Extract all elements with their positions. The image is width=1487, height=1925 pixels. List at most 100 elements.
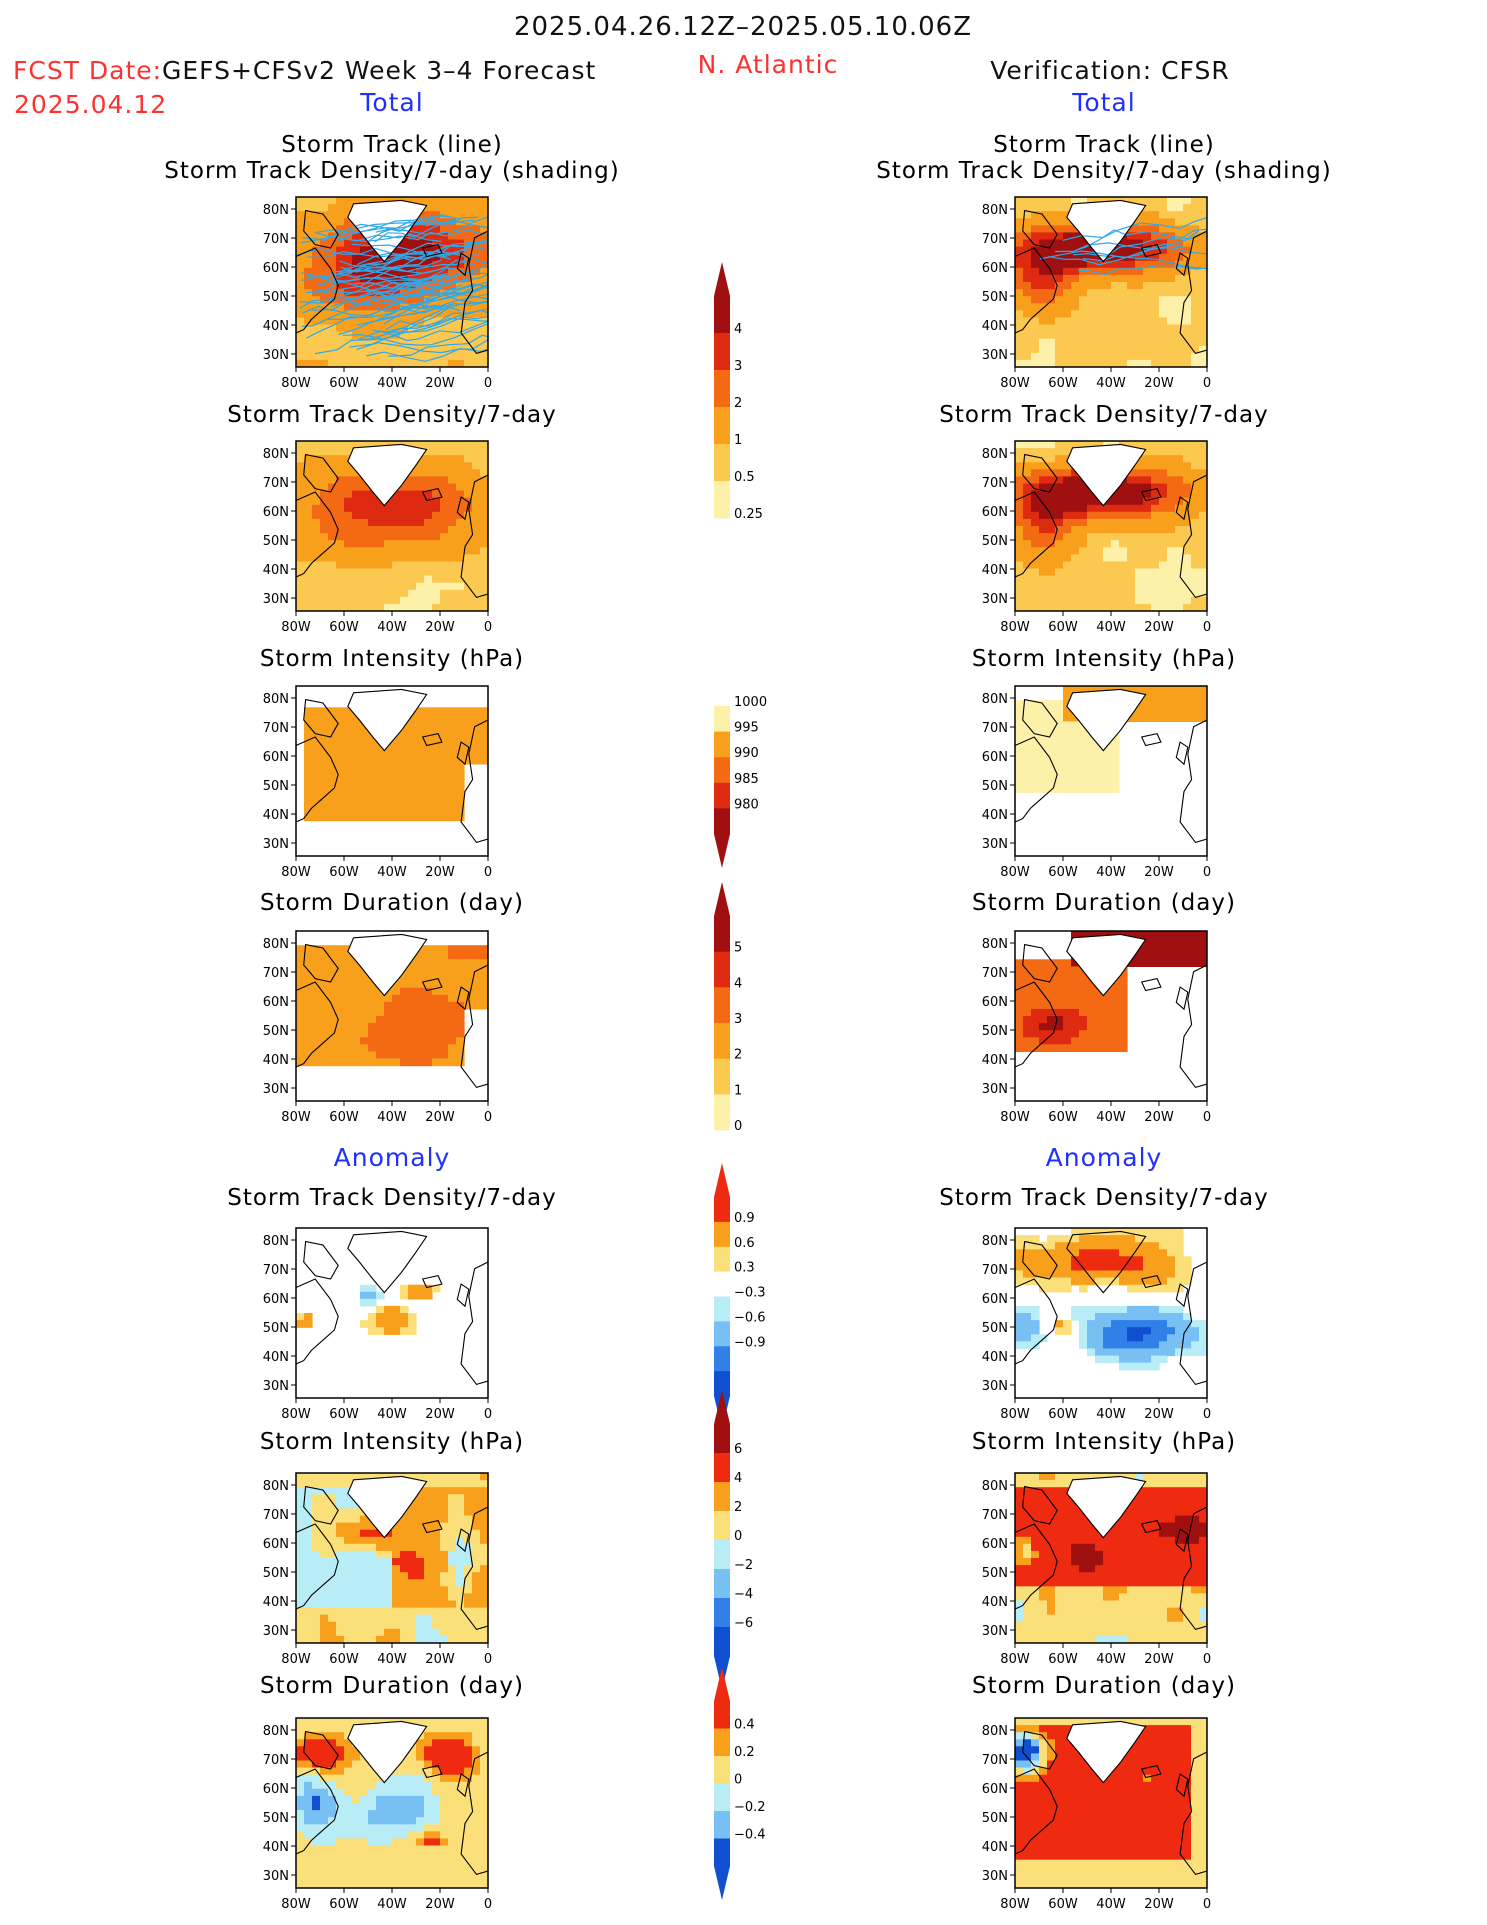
grid-cell bbox=[1175, 469, 1184, 477]
grid-cell bbox=[376, 282, 385, 290]
grid-cell bbox=[1063, 274, 1072, 283]
grid-cell bbox=[1023, 1256, 1032, 1264]
grid-cell bbox=[1047, 211, 1056, 219]
labrador-coast bbox=[296, 1278, 339, 1365]
grid-cell bbox=[1063, 359, 1072, 367]
grid-cell bbox=[1199, 526, 1207, 534]
grid-cell bbox=[1151, 246, 1160, 255]
lat-tick-label: 50N bbox=[263, 1566, 289, 1581]
grid-cell bbox=[1143, 253, 1152, 262]
grid-cell bbox=[472, 260, 481, 269]
grid-cell bbox=[416, 1635, 425, 1643]
grid-cell bbox=[1135, 296, 1144, 304]
grid-cell bbox=[1063, 324, 1072, 333]
grid-cell bbox=[1103, 1270, 1112, 1279]
grid-cell bbox=[400, 582, 409, 591]
grid-cell bbox=[1063, 749, 1072, 758]
grid-cell bbox=[1039, 987, 1048, 996]
grid-cell bbox=[352, 540, 361, 548]
grid-cell bbox=[360, 345, 369, 354]
grid-cell bbox=[432, 239, 441, 248]
grid-cell bbox=[400, 1607, 409, 1616]
grid-cell bbox=[312, 1480, 321, 1488]
grid-cell bbox=[1143, 303, 1152, 311]
grid-cell bbox=[1015, 1543, 1024, 1552]
grid-cell bbox=[1111, 1256, 1120, 1264]
grid-cell bbox=[1183, 596, 1192, 605]
grid-cell bbox=[360, 282, 369, 290]
grid-cell bbox=[408, 987, 417, 996]
grid-cell bbox=[1119, 1023, 1128, 1031]
grid-cell bbox=[1159, 959, 1168, 967]
grid-cell bbox=[1023, 345, 1032, 354]
lat-tick-label: 60N bbox=[263, 261, 289, 276]
grid-cell bbox=[328, 959, 337, 967]
grid-cell bbox=[1199, 547, 1207, 555]
grid-cell bbox=[1079, 296, 1088, 304]
grid-cell bbox=[328, 742, 337, 751]
grid-cell bbox=[296, 497, 305, 506]
grid-cell bbox=[408, 359, 417, 367]
grid-cell bbox=[1111, 554, 1120, 562]
grid-cell bbox=[1095, 756, 1104, 765]
grid-cell bbox=[400, 533, 409, 541]
grid-cell bbox=[1159, 218, 1168, 226]
grid-cell bbox=[400, 575, 409, 584]
grid-cell bbox=[320, 756, 329, 765]
grid-cell bbox=[1047, 1044, 1056, 1052]
grid-cell bbox=[1071, 1228, 1080, 1236]
grid-cell bbox=[1095, 1242, 1104, 1250]
grid-cell bbox=[376, 324, 385, 333]
grid-cell bbox=[1079, 1016, 1088, 1024]
grid-cell bbox=[1015, 511, 1024, 520]
grid-cell bbox=[1023, 1600, 1032, 1609]
grid-cell bbox=[1119, 1008, 1128, 1017]
grid-cell bbox=[400, 1543, 409, 1552]
grid-cell bbox=[352, 575, 361, 584]
grid-cell bbox=[1087, 1320, 1096, 1328]
grid-cell bbox=[376, 554, 385, 562]
grid-cell bbox=[1055, 1327, 1064, 1335]
grid-cell bbox=[320, 533, 329, 541]
grid-cell bbox=[1175, 686, 1184, 694]
grid-cell bbox=[1127, 239, 1136, 248]
grid-cell bbox=[312, 1586, 321, 1594]
grid-cell bbox=[400, 359, 409, 367]
grid-cell bbox=[464, 1579, 473, 1587]
grid-cell bbox=[1039, 561, 1048, 570]
grid-cell bbox=[384, 296, 393, 304]
grid-cell bbox=[1087, 931, 1096, 939]
grid-cell bbox=[432, 455, 441, 463]
grid-cell bbox=[1047, 331, 1056, 340]
lat-tick-label: 80N bbox=[263, 1234, 289, 1249]
grid-cell bbox=[1047, 540, 1056, 548]
grid-cell bbox=[296, 1037, 305, 1045]
grid-cell bbox=[464, 575, 473, 584]
grid-cell bbox=[1063, 232, 1072, 241]
grid-cell bbox=[392, 1320, 401, 1328]
grid-cell bbox=[336, 239, 345, 248]
grid-cell bbox=[1119, 561, 1128, 570]
grid-cell bbox=[1031, 1037, 1040, 1045]
grid-cell bbox=[1159, 511, 1168, 520]
grid-cell bbox=[1119, 1242, 1128, 1250]
grid-cell bbox=[480, 728, 488, 737]
panel-title-right-density-anom: Storm Track Density/7-day bbox=[939, 1185, 1269, 1211]
grid-cell bbox=[448, 1494, 457, 1502]
grid-cell bbox=[336, 1023, 345, 1031]
grid-cell bbox=[1175, 700, 1184, 708]
grid-cell bbox=[1039, 282, 1048, 290]
grid-cell bbox=[304, 197, 313, 205]
grid-cell bbox=[1095, 1256, 1104, 1264]
grid-cell bbox=[1055, 749, 1064, 758]
grid-cell bbox=[336, 476, 345, 485]
grid-cell bbox=[1031, 253, 1040, 262]
grid-cell bbox=[416, 310, 425, 318]
grid-cell bbox=[296, 1593, 305, 1602]
lat-tick-label: 60N bbox=[982, 995, 1008, 1010]
grid-cell bbox=[304, 959, 313, 967]
grid-cell bbox=[1063, 197, 1072, 205]
grid-cell bbox=[1031, 246, 1040, 255]
grid-cell bbox=[1111, 289, 1120, 297]
grid-cell bbox=[1039, 197, 1048, 205]
